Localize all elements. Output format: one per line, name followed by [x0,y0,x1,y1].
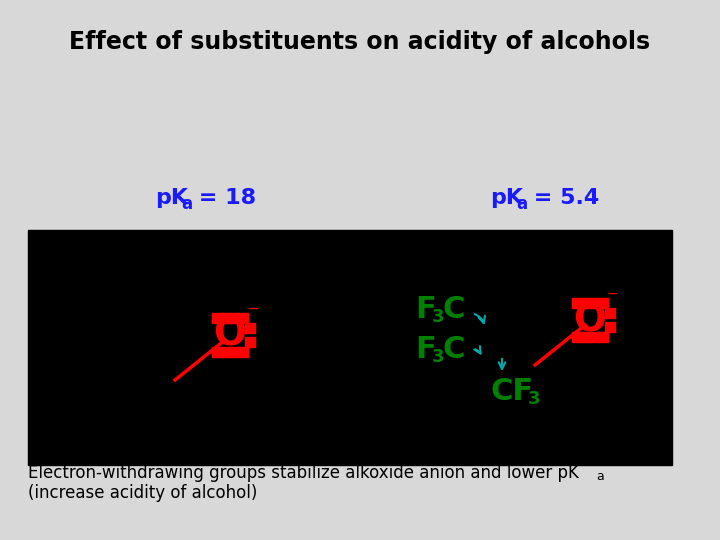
Text: O: O [574,301,606,339]
Point [238,314,249,322]
Text: C: C [443,295,465,325]
Text: 3: 3 [528,390,541,408]
Text: a: a [596,470,604,483]
Point [220,314,231,322]
Text: F: F [415,335,436,364]
Text: −: − [246,302,258,316]
Point [245,338,256,346]
Point [220,348,231,356]
Point [598,299,609,307]
Text: Effect of substituents on acidity of alcohols: Effect of substituents on acidity of alc… [69,30,651,54]
Point [588,299,600,307]
Point [588,333,600,341]
Point [245,324,256,333]
Point [228,348,240,356]
Text: pK: pK [155,188,188,208]
Text: = 5.4: = 5.4 [526,188,599,208]
Text: −: − [606,287,618,301]
Text: = 18: = 18 [191,188,256,208]
Text: CF: CF [490,377,533,407]
Point [605,322,616,331]
Point [605,309,616,318]
Point [580,333,591,341]
Text: Electron-withdrawing groups stabilize alkoxide anion and lower pK: Electron-withdrawing groups stabilize al… [28,464,579,482]
Text: a: a [516,195,527,213]
Text: (increase acidity of alcohol): (increase acidity of alcohol) [28,484,257,502]
Point [580,299,591,307]
Point [571,333,582,341]
Point [211,314,222,322]
Text: F: F [415,295,436,325]
Text: C: C [443,335,465,364]
Text: 3: 3 [432,308,444,326]
Point [238,348,249,356]
Point [598,333,609,341]
Bar [28,230,672,465]
Text: O: O [214,316,246,354]
Text: a: a [181,195,192,213]
Text: pK: pK [490,188,523,208]
Point [211,348,222,356]
Point [571,299,582,307]
Text: 3: 3 [432,348,444,366]
Point [228,314,240,322]
